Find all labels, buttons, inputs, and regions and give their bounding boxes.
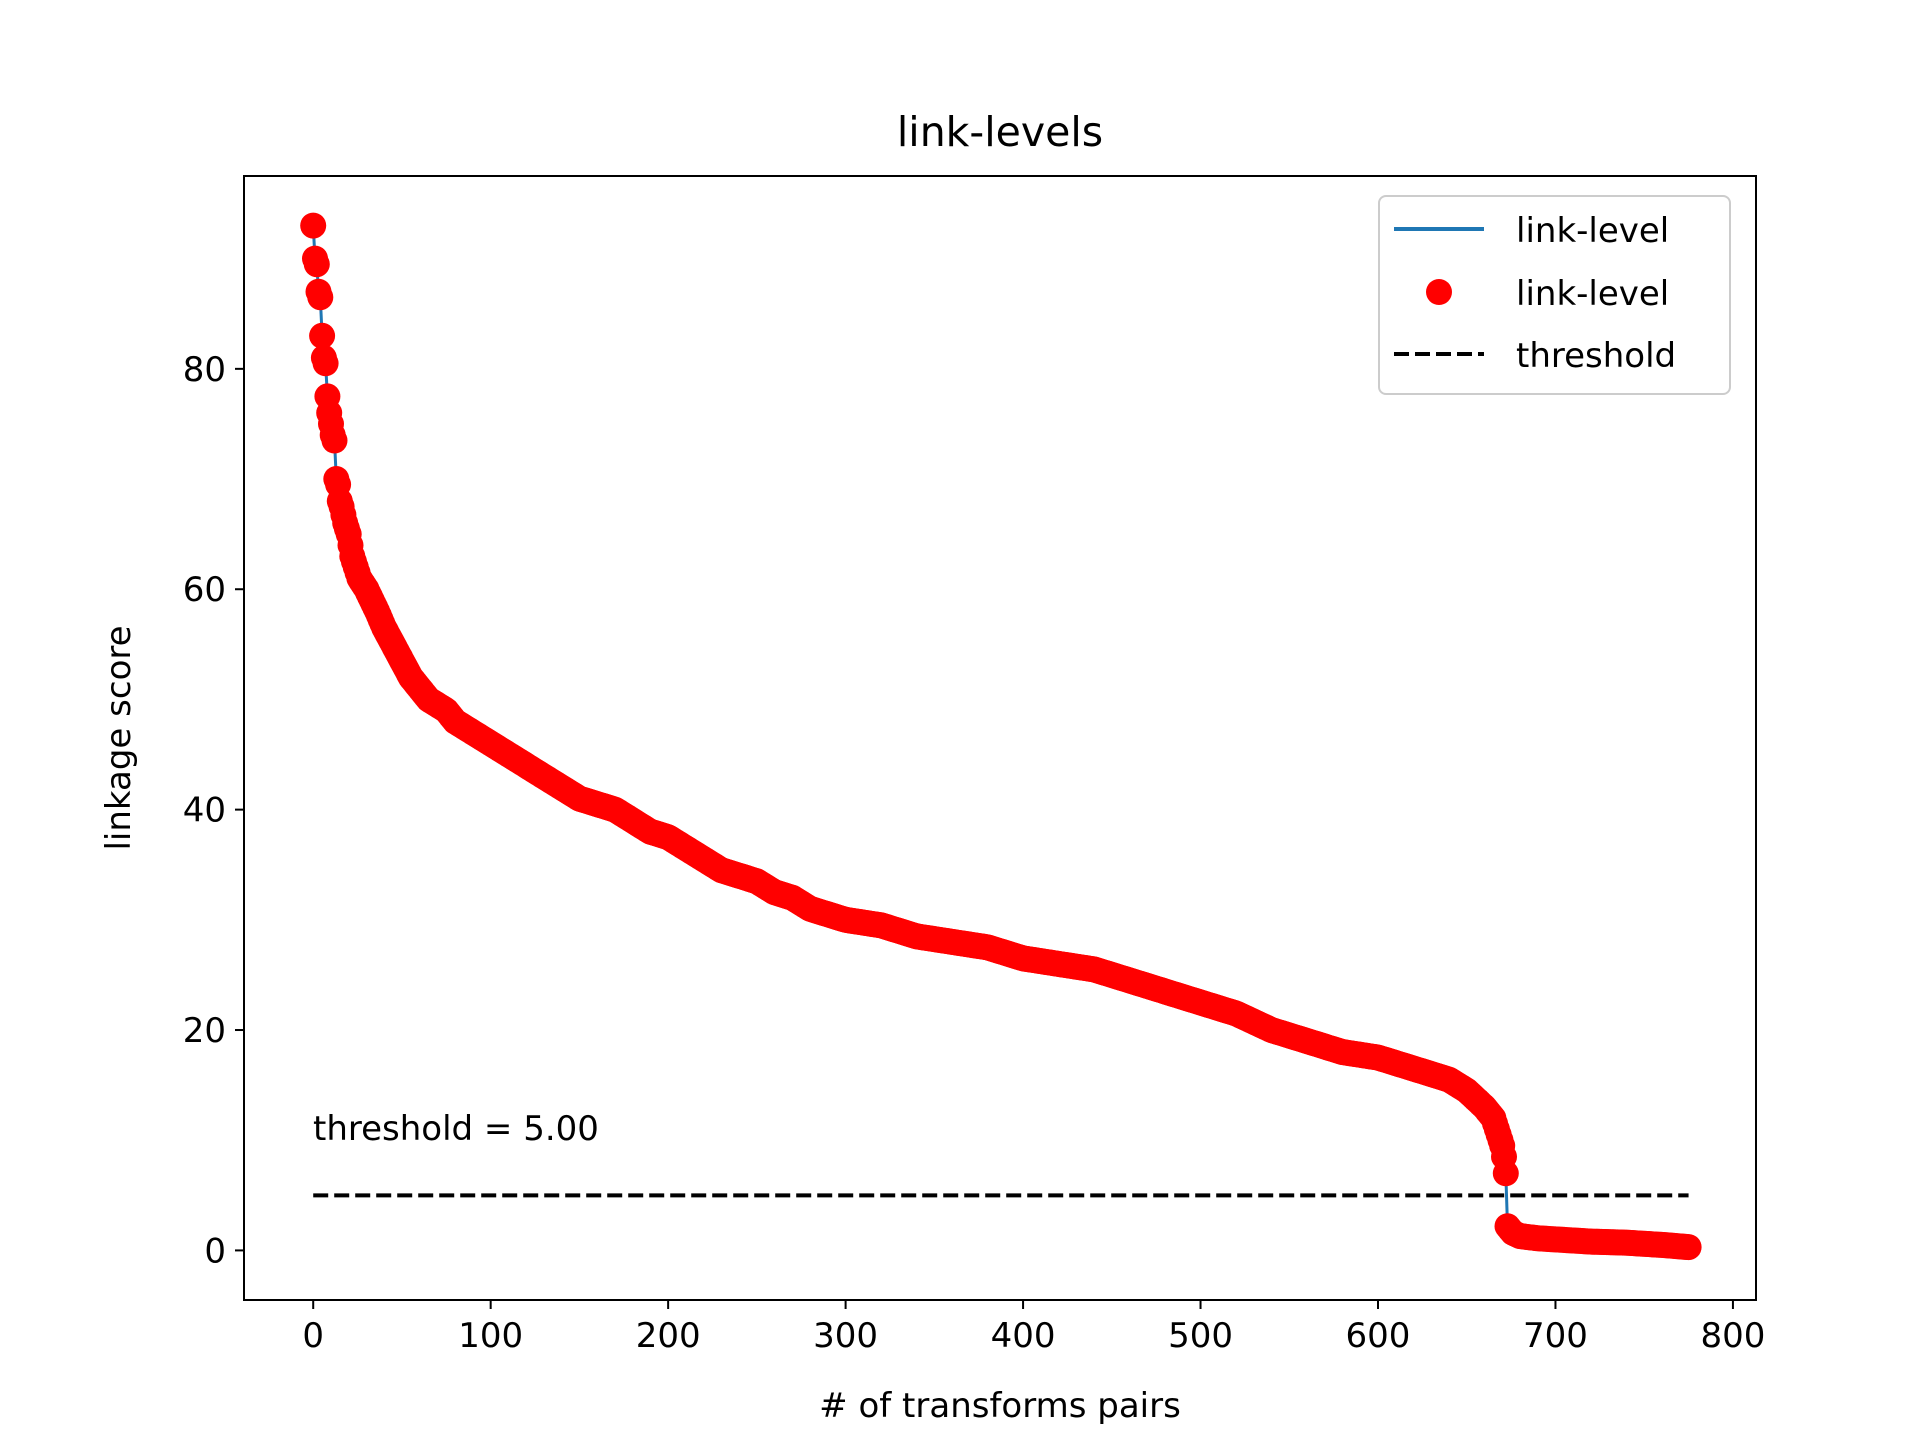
series-marker [300,212,327,239]
chart-title: link-levels [897,108,1103,156]
x-tick-label: 200 [636,1316,701,1356]
plot-area [300,212,1702,1261]
axes-frame [243,175,1757,1301]
y-tick-label: 80 [183,350,226,390]
legend-label-line: link-level [1516,211,1669,251]
y-tick-label: 40 [183,791,226,831]
legend: link-level link-level threshold [1378,195,1731,395]
y-tick-label: 60 [183,570,226,610]
legend-box [1378,195,1731,395]
series-marker [312,350,339,377]
x-tick-label: 400 [991,1316,1056,1356]
series-marker [1492,1160,1519,1187]
x-tick-label: 600 [1346,1316,1411,1356]
series-marker [321,427,348,454]
legend-label-marker: link-level [1516,274,1669,314]
y-tick-label: 0 [204,1231,226,1271]
y-axis: 0 20 40 60 80 [183,350,244,1271]
x-tick-label: 700 [1523,1316,1588,1356]
series-markers [300,212,1702,1261]
series-marker [309,322,336,349]
x-axis-label: # of transforms pairs [819,1386,1181,1426]
x-tick-label: 800 [1700,1316,1765,1356]
threshold-annotation: threshold = 5.00 [313,1109,599,1149]
x-tick-label: 500 [1168,1316,1233,1356]
x-tick-label: 0 [302,1316,324,1356]
x-tick-label: 300 [813,1316,878,1356]
legend-marker-swatch [1426,279,1452,305]
series-marker [1675,1234,1702,1261]
legend-label-threshold: threshold [1516,336,1676,376]
x-axis: 0 100 200 300 400 500 600 700 800 [302,1300,1765,1356]
y-axis-label: linkage score [99,625,139,850]
series-marker [303,251,330,278]
series-marker [307,284,334,311]
x-tick-label: 100 [458,1316,523,1356]
y-tick-label: 20 [183,1011,226,1051]
